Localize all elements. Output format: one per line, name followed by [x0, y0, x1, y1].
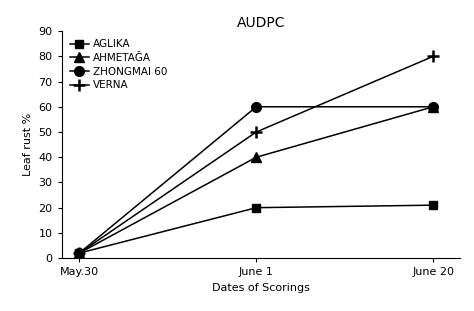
Y-axis label: Leaf rust %: Leaf rust %	[23, 113, 33, 176]
X-axis label: Dates of Scorings: Dates of Scorings	[212, 283, 310, 293]
Title: AUDPC: AUDPC	[237, 16, 285, 30]
Legend: AGLIKA, AHMETAĞA, ZHONGMAI 60, VERNA: AGLIKA, AHMETAĞA, ZHONGMAI 60, VERNA	[67, 36, 170, 94]
